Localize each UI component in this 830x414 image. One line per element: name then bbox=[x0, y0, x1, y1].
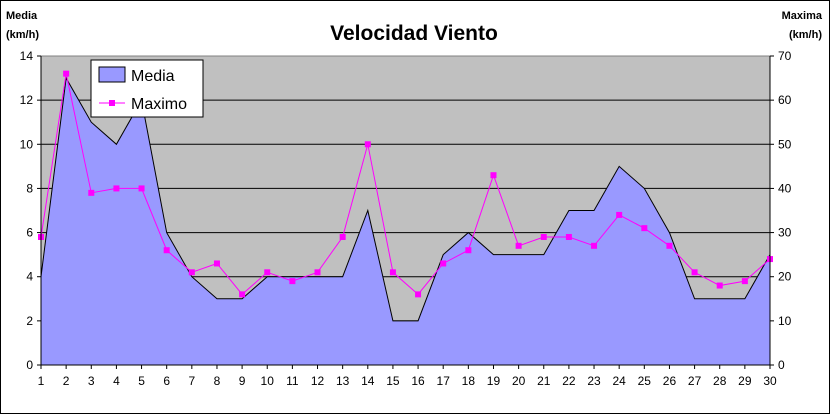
x-tick-label: 12 bbox=[311, 374, 325, 388]
x-tick-label: 18 bbox=[462, 374, 476, 388]
x-tick-label: 16 bbox=[411, 374, 425, 388]
maximo-point bbox=[138, 185, 145, 192]
legend: Media Maximo bbox=[90, 59, 204, 118]
maximo-point bbox=[641, 225, 648, 232]
x-tick-label: 5 bbox=[138, 374, 145, 388]
maximo-point bbox=[314, 269, 321, 276]
left-axis-title-line1: Media bbox=[6, 10, 38, 22]
maximo-point bbox=[264, 269, 271, 276]
maximo-point bbox=[289, 278, 296, 285]
maximo-point bbox=[113, 185, 120, 192]
maximo-point bbox=[339, 233, 346, 240]
x-tick-label: 11 bbox=[286, 374, 299, 388]
maximo-point bbox=[163, 247, 170, 254]
maximo-point bbox=[716, 282, 723, 289]
left-tick-label: 4 bbox=[26, 270, 33, 284]
x-tick-label: 22 bbox=[562, 374, 576, 388]
maximo-point bbox=[666, 242, 673, 249]
x-tick-label: 2 bbox=[63, 374, 70, 388]
left-tick-label: 8 bbox=[26, 181, 33, 195]
x-tick-label: 1 bbox=[38, 374, 45, 388]
x-tick-label: 19 bbox=[487, 374, 501, 388]
x-tick-label: 17 bbox=[437, 374, 451, 388]
left-tick-label: 14 bbox=[20, 49, 34, 63]
maximo-point bbox=[465, 247, 472, 254]
maximo-point bbox=[741, 278, 748, 285]
left-axis-title-line2: (km/h) bbox=[6, 29, 39, 41]
x-tick-label: 4 bbox=[113, 374, 120, 388]
chart-title: Velocidad Viento bbox=[330, 22, 498, 45]
x-tick-label: 26 bbox=[663, 374, 677, 388]
maximo-point bbox=[389, 269, 396, 276]
maximo-point bbox=[616, 211, 623, 218]
maximo-point bbox=[188, 269, 195, 276]
maximo-point bbox=[213, 260, 220, 267]
right-tick-label: 60 bbox=[778, 93, 792, 107]
left-tick-label: 12 bbox=[20, 93, 34, 107]
x-tick-label: 21 bbox=[537, 374, 551, 388]
maximo-point bbox=[440, 260, 447, 267]
left-tick-label: 6 bbox=[26, 226, 33, 240]
x-tick-label: 30 bbox=[763, 374, 777, 388]
x-tick-label: 23 bbox=[587, 374, 601, 388]
maximo-point bbox=[515, 242, 522, 249]
x-tick-label: 20 bbox=[512, 374, 526, 388]
legend-maximo-marker bbox=[109, 100, 115, 106]
x-tick-label: 29 bbox=[738, 374, 752, 388]
maximo-line bbox=[40, 73, 771, 296]
left-tick-label: 0 bbox=[26, 358, 33, 372]
x-tick-label: 13 bbox=[336, 374, 350, 388]
right-tick-label: 70 bbox=[778, 49, 792, 63]
left-tick-label: 2 bbox=[26, 314, 33, 328]
maximo-point bbox=[591, 242, 598, 249]
x-tick-label: 14 bbox=[361, 374, 375, 388]
x-tick-label: 6 bbox=[163, 374, 170, 388]
maximo-point bbox=[691, 269, 698, 276]
maximo-point bbox=[415, 291, 422, 298]
media-area-series bbox=[40, 76, 771, 366]
maximo-line-series bbox=[38, 70, 773, 298]
legend-maximo-label: Maximo bbox=[131, 96, 187, 113]
x-tick-label: 27 bbox=[688, 374, 702, 388]
legend-media-swatch bbox=[98, 66, 126, 83]
maximo-point bbox=[364, 141, 371, 148]
legend-media-label: Media bbox=[131, 68, 175, 85]
x-tick-label: 7 bbox=[188, 374, 195, 388]
right-axis-title-line1: Maxima bbox=[782, 10, 823, 22]
maximo-point bbox=[88, 189, 95, 196]
x-tick-label: 10 bbox=[261, 374, 275, 388]
right-tick-label: 30 bbox=[778, 226, 792, 240]
right-tick-label: 0 bbox=[778, 358, 785, 372]
x-tick-label: 8 bbox=[214, 374, 221, 388]
right-tick-label: 50 bbox=[778, 137, 792, 151]
x-tick-label: 9 bbox=[239, 374, 246, 388]
right-tick-label: 20 bbox=[778, 270, 792, 284]
x-tick-label: 28 bbox=[713, 374, 727, 388]
maximo-point bbox=[63, 70, 70, 77]
x-tick-label: 15 bbox=[386, 374, 400, 388]
x-tick-label: 3 bbox=[88, 374, 95, 388]
maximo-point bbox=[490, 172, 497, 179]
x-tick-label: 24 bbox=[612, 374, 626, 388]
right-tick-label: 10 bbox=[778, 314, 792, 328]
maximo-point bbox=[540, 233, 547, 240]
right-axis-title-line2: (km/h) bbox=[789, 29, 822, 41]
x-tick-label: 25 bbox=[638, 374, 652, 388]
left-tick-label: 10 bbox=[20, 137, 34, 151]
maximo-point bbox=[239, 291, 246, 298]
right-tick-label: 40 bbox=[778, 181, 792, 195]
maximo-point bbox=[565, 233, 572, 240]
